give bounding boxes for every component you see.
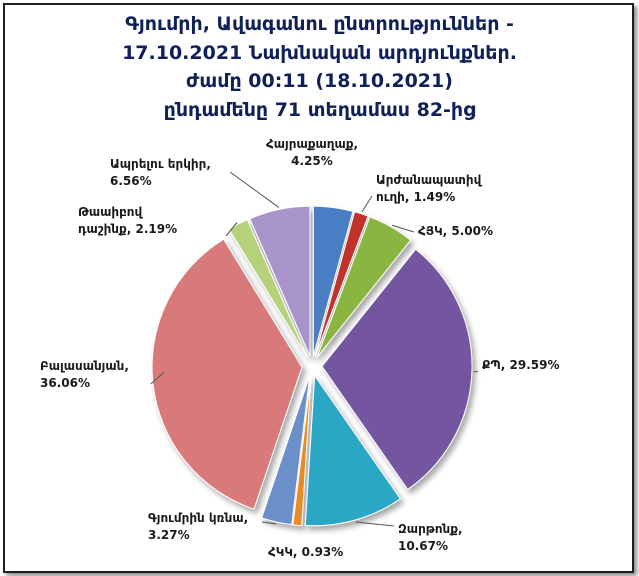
slice-label-9: Թաաիբով դաշինք, 2.19% <box>78 205 177 236</box>
chart-title-line-4: ընդամենը 71 տեղամաս 82-ից <box>163 98 476 121</box>
slice-label-2: Արժանապատիվ ուղի, 1.49% <box>376 173 483 204</box>
slice-label-10-line-1: Ապրելու երկիր, <box>110 157 211 171</box>
slice-label-2-line-2: ուղի, 1.49% <box>376 190 455 204</box>
leader-line-9 <box>225 222 238 237</box>
slice-label-7-line-1: Գյումրին կռնա, <box>148 511 248 525</box>
slice-label-1-line-2: 4.25% <box>291 154 333 168</box>
pie-slice-4 <box>321 248 473 491</box>
slice-label-9-line-2: դաշինք, 2.19% <box>78 222 177 236</box>
leader-line-5 <box>355 521 395 527</box>
slice-label-3-line-1: ՀՅԿ, 5.00% <box>418 224 493 238</box>
slice-label-2-line-1: Արժանապատիվ <box>376 173 483 187</box>
chart-title-line-2: 17.10.2021 Նախնական արդյունքներ. <box>122 41 517 64</box>
leader-line-4 <box>473 370 479 373</box>
slice-label-1-line-1: Հայրաքաղաք, <box>266 137 358 151</box>
pie-slice-10 <box>249 205 311 357</box>
leader-line-7 <box>261 521 277 525</box>
slice-label-9-line-1: Թաաիբով <box>78 205 143 219</box>
slice-label-8-line-2: 36.06% <box>40 376 90 390</box>
pie-slice-5 <box>304 374 402 527</box>
slice-label-8: Բալասանյան, 36.06% <box>40 359 129 390</box>
pie-slice-2 <box>314 211 369 357</box>
pie-slice-1 <box>312 205 354 357</box>
chart-title: Գյումրի, Ավագանու ընտրություններ - 17.10… <box>0 10 639 124</box>
pie-slice-3 <box>316 216 412 358</box>
slice-label-10-line-2: 6.56% <box>110 174 152 188</box>
slice-label-5: Զարթոնք, 10.67% <box>398 522 463 553</box>
pie-slice-8 <box>151 238 303 510</box>
slice-label-6-line-1: ՀԿԿ, 0.93% <box>268 545 343 559</box>
pie-slice-6 <box>292 375 312 527</box>
chart-title-line-3: ժամը 00:11 (18.10.2021) <box>186 70 453 92</box>
slice-label-7: Գյումրին կռնա, 3.27% <box>148 511 248 542</box>
leader-line-10 <box>229 171 280 208</box>
leader-line-3 <box>392 224 415 233</box>
slice-label-3: ՀՅԿ, 5.00% <box>418 224 493 238</box>
leader-line-8 <box>150 371 165 385</box>
slice-label-6: ՀԿԿ, 0.93% <box>268 545 343 559</box>
slice-label-5-line-1: Զարթոնք, <box>398 522 463 536</box>
pie-slice-7 <box>261 375 311 526</box>
slice-label-4: ՔՊ, 29.59% <box>482 358 560 372</box>
slice-label-4-line-1: ՔՊ, 29.59% <box>482 358 560 372</box>
slice-label-7-line-2: 3.27% <box>148 528 190 542</box>
slice-label-8-line-1: Բալասանյան, <box>40 359 129 373</box>
chart-title-line-1: Գյումրի, Ավագանու ընտրություններ - <box>125 13 514 35</box>
pie-slice-9 <box>228 219 308 358</box>
slice-label-1: Հայրաքաղաք, 4.25% <box>266 137 358 168</box>
leader-line-2 <box>361 195 373 213</box>
slice-label-10: Ապրելու երկիր, 6.56% <box>110 157 211 188</box>
slice-label-5-line-2: 10.67% <box>398 539 448 553</box>
